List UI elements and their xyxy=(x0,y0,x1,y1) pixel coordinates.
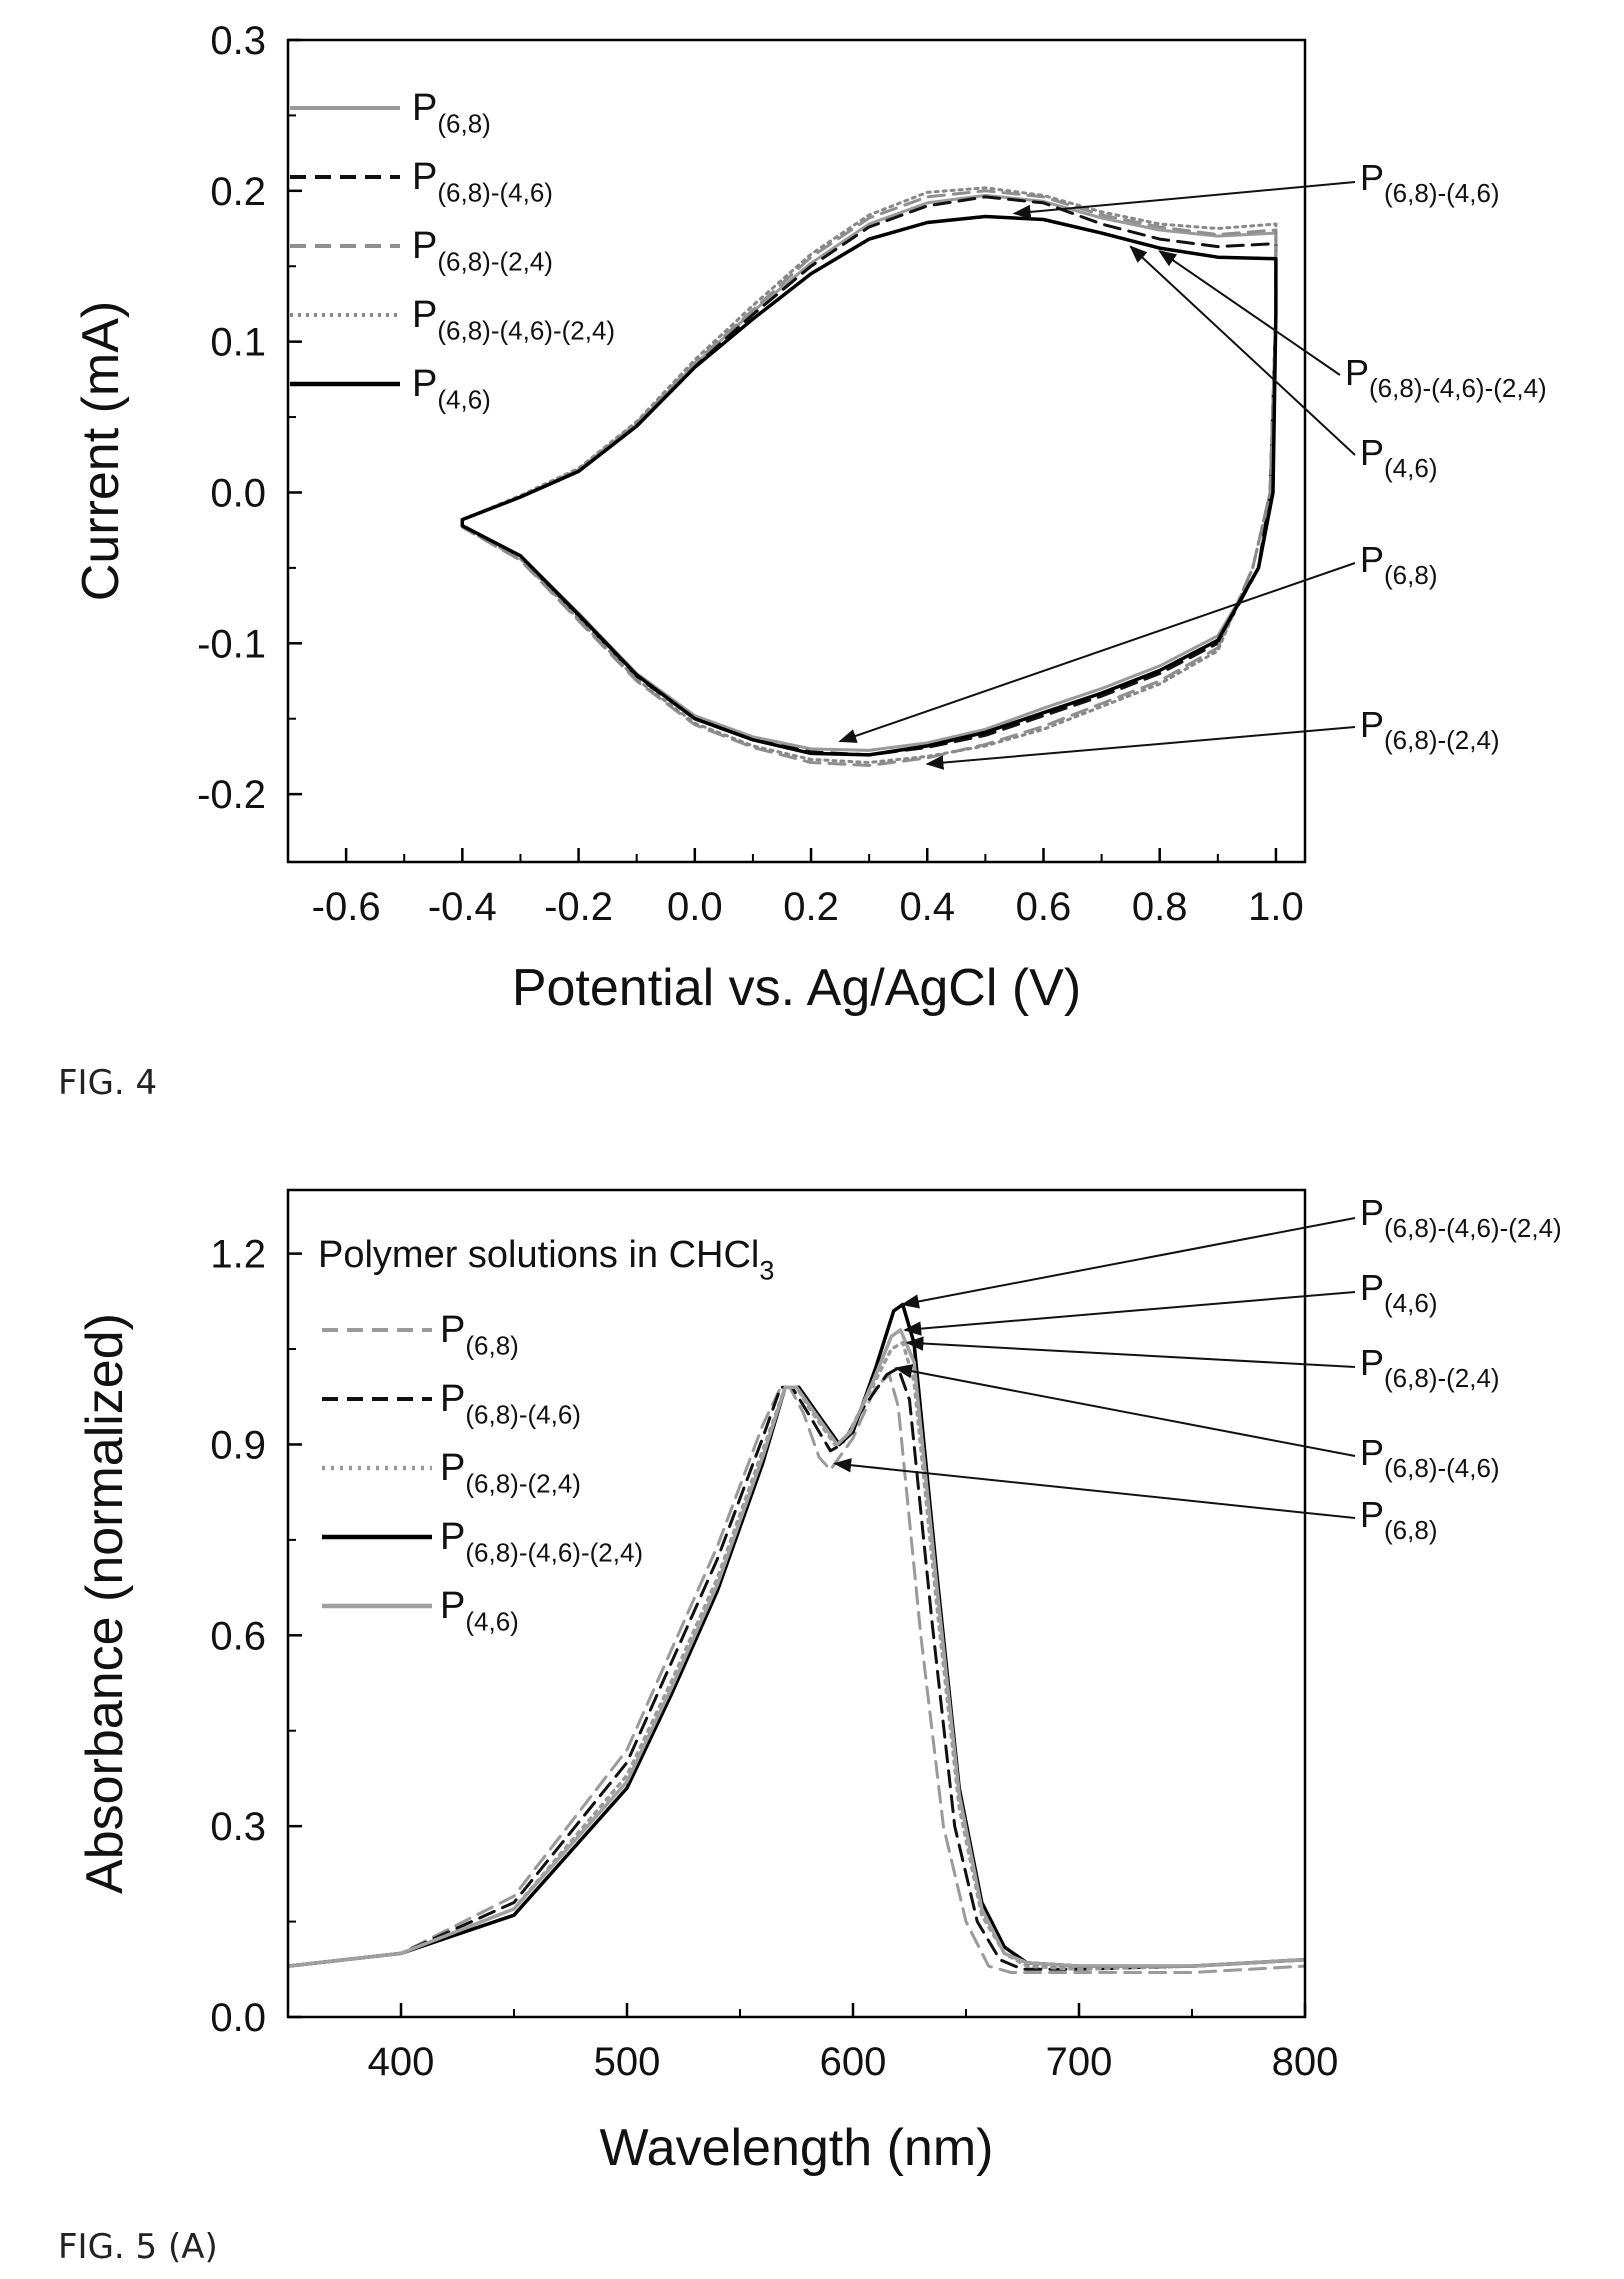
fig4-annotation-label: P(4,6) xyxy=(1360,432,1437,483)
fig5a-plot-area xyxy=(288,1302,1305,1974)
fig4-x-tick-label: -0.6 xyxy=(312,885,381,929)
fig4-legend-label: P(6,8)-(4,6) xyxy=(412,156,553,208)
fig5a-y-tick-label: 0.9 xyxy=(210,1423,266,1467)
fig5a-inset-label: Polymer solutions in CHCl3 xyxy=(318,1234,774,1286)
fig4-annotation-label: P(6,8)-(4,6)-(2,4) xyxy=(1345,352,1547,403)
fig5a-annotation-arrow xyxy=(833,1458,1356,1519)
fig5a-x-tick-label: 500 xyxy=(594,2040,661,2084)
fig5a-series-line-2 xyxy=(288,1340,1305,1972)
fig5a-x-tick-label: 800 xyxy=(1272,2040,1339,2084)
fig4-y-tick-label: 0.2 xyxy=(210,170,266,214)
fig5a-annotation-arrow xyxy=(903,1291,1356,1336)
fig5a-x-axis-label: Wavelength (nm) xyxy=(600,2119,994,2177)
fig5a-annotation-label: P(6,8) xyxy=(1360,1494,1437,1545)
fig5a-annotation-label: P(4,6) xyxy=(1360,1267,1437,1318)
fig5a-x-tick-label: 600 xyxy=(820,2040,887,2084)
fig4-series-line-4 xyxy=(460,214,1278,757)
fig5a-series-line-1 xyxy=(288,1366,1305,1971)
fig4-x-tick-label: 0.0 xyxy=(667,885,723,929)
fig4-legend-label: P(4,6) xyxy=(412,363,491,415)
fig5a-annotation-label: P(6,8)-(4,6)-(2,4) xyxy=(1360,1192,1562,1243)
fig4-y-tick-label: 0.0 xyxy=(210,471,266,515)
fig4-y-tick-label: 0.1 xyxy=(210,321,266,365)
fig5a-legend-label: P(6,8)-(4,6) xyxy=(440,1378,581,1430)
fig5a-legend-label: P(6,8) xyxy=(440,1309,519,1361)
fig4-legend-label: P(6,8)-(4,6)-(2,4) xyxy=(412,294,615,346)
fig5a-legend-label: P(6,8)-(4,6)-(2,4) xyxy=(440,1516,643,1568)
fig4-annotation-arrow xyxy=(838,562,1356,743)
fig4-plot-area xyxy=(460,186,1278,767)
fig4-annotation-label: P(6,8) xyxy=(1360,539,1437,590)
fig4-y-tick-label: -0.1 xyxy=(197,622,266,666)
fig4-x-tick-label: 0.8 xyxy=(1132,885,1188,929)
fig4-annotation-label: P(6,8)-(4,6) xyxy=(1360,157,1500,208)
fig4-annotation-arrow xyxy=(1158,250,1341,376)
fig5a-series-line-0 xyxy=(288,1373,1305,1974)
fig4-plot-frame xyxy=(286,38,1307,864)
fig4-series-line-3 xyxy=(460,186,1278,764)
fig5a-chart: 400 500 600 700 800 0.0 0.3 0.6 0.9 1.2 Wavelength… xyxy=(76,1188,1562,2177)
fig5a-y-tick-label: 0.0 xyxy=(210,1996,266,2040)
fig4-legend-label: P(6,8) xyxy=(412,87,491,139)
fig5a-annotation-label: P(6,8)-(4,6) xyxy=(1360,1432,1500,1483)
fig4-y-tick-label: 0.3 xyxy=(210,19,266,63)
fig5a-legend: P(6,8) P(6,8)-(4,6) P(6,8)-(2,4) P(6,8)-(4,… xyxy=(322,1309,643,1637)
fig4-x-tick-label: -0.2 xyxy=(544,885,613,929)
fig5a-y-tick-label: 0.3 xyxy=(210,1805,266,1849)
fig4-x-tick-label: 0.4 xyxy=(899,885,955,929)
fig4-x-tick-label: -0.4 xyxy=(428,885,497,929)
fig4-x-axis-label: Potential vs. Ag/AgCl (V) xyxy=(512,959,1081,1017)
fig4-y-tick-label: -0.2 xyxy=(197,773,266,817)
figure-5a-caption: FIG. 5 (A) xyxy=(58,2227,218,2267)
fig4-annotation-arrow xyxy=(925,726,1356,770)
figure-4-caption: FIG. 4 xyxy=(58,1063,158,1103)
fig5a-y-tick-label: 1.2 xyxy=(210,1233,266,1277)
fig5a-legend-label: P(6,8)-(2,4) xyxy=(440,1447,581,1499)
fig5a-x-tick-label: 400 xyxy=(368,2040,435,2084)
fig5a-annotation-arrow xyxy=(905,1336,1356,1368)
fig5a-plot-frame xyxy=(286,1188,1307,2019)
fig5a-annotation-label: P(6,8)-(2,4) xyxy=(1360,1342,1500,1393)
fig5a-annotation-arrow xyxy=(900,1217,1356,1309)
fig4-series-line-0 xyxy=(460,193,1278,752)
fig4-series-line-2 xyxy=(460,189,1278,767)
fig4-chart: -0.6 -0.4 -0.2 0.0 0.2 0.4 0.6 0.8 1.0 -0.2 -0.1 0.… xyxy=(72,19,1547,1017)
fig5a-y-axis-label: Absorbance (normalized) xyxy=(76,1313,134,1894)
fig5a-legend-label: P(4,6) xyxy=(440,1585,519,1637)
fig5a-annotation-arrow xyxy=(894,1364,1356,1457)
fig4-annotation-label: P(6,8)-(2,4) xyxy=(1360,704,1500,755)
fig4-annotation-arrow xyxy=(1129,245,1356,456)
fig5a-y-tick-label: 0.6 xyxy=(210,1614,266,1658)
fig4-legend-label: P(6,8)-(2,4) xyxy=(412,225,553,277)
fig4-x-tick-label: 1.0 xyxy=(1248,885,1304,929)
fig4-annotation-arrow xyxy=(1012,181,1356,220)
fig4-legend: P(6,8) P(6,8)-(4,6) P(6,8)-(2,4) P(6,8)-(4,… xyxy=(290,87,615,415)
fig5a-x-tick-label: 700 xyxy=(1046,2040,1113,2084)
fig4-x-tick-label: 0.2 xyxy=(783,885,839,929)
fig5a-series-line-4 xyxy=(288,1328,1305,1968)
fig4-y-axis-label: Current (mA) xyxy=(72,301,130,601)
fig4-x-tick-label: 0.6 xyxy=(1016,885,1072,929)
